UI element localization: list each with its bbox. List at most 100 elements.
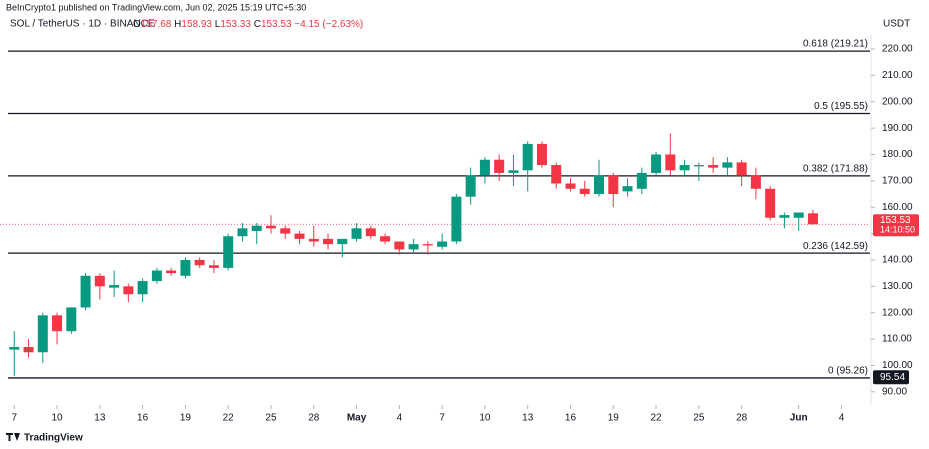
candle <box>422 241 433 255</box>
y-tick-label: 170.00 <box>882 175 913 186</box>
candle-body <box>451 196 462 242</box>
candle-body <box>479 159 490 176</box>
candle <box>380 233 391 245</box>
candle-body <box>294 233 305 239</box>
x-tick-label: 28 <box>736 413 748 424</box>
candle-body <box>708 165 719 168</box>
candle-body <box>280 228 291 234</box>
candle-body <box>579 188 590 195</box>
candle-body <box>265 225 276 229</box>
candle-body <box>394 241 405 250</box>
candle <box>807 210 818 225</box>
level-label: 0.236 (142.59) <box>803 241 868 252</box>
candle-body <box>665 154 676 171</box>
candle-body <box>494 159 505 173</box>
candle <box>594 159 605 197</box>
low-marker-badge <box>873 370 909 385</box>
legend-item: O <box>133 19 141 30</box>
candle <box>365 225 376 239</box>
published-note: BeInCrypto1 published on TradingView.com… <box>6 2 306 12</box>
candle-body <box>750 175 761 189</box>
candle <box>180 257 191 279</box>
candle <box>52 312 63 345</box>
candle <box>351 223 362 242</box>
candle-body <box>151 270 162 282</box>
legend-item: 153.33 <box>220 19 251 30</box>
candle <box>722 157 733 176</box>
candle-body <box>37 315 48 353</box>
candle-body <box>9 346 20 350</box>
candle-body <box>422 244 433 246</box>
candle-body <box>323 238 334 245</box>
candle <box>308 225 319 247</box>
x-tick-label: May <box>347 413 367 424</box>
x-tick-label: 7 <box>11 413 17 424</box>
x-tick-label: 25 <box>693 413 705 424</box>
brand: TradingView <box>24 433 83 444</box>
candle <box>451 194 462 245</box>
candle <box>765 186 776 221</box>
x-tick-label: 10 <box>51 413 63 424</box>
candle <box>565 178 576 192</box>
candle <box>9 331 20 376</box>
x-tick-label: 22 <box>651 413 663 424</box>
x-tick-label: 16 <box>137 413 149 424</box>
candle-body <box>465 175 476 197</box>
y-tick-label: 200.00 <box>882 96 913 107</box>
candle-body <box>109 285 120 288</box>
x-tick-label: 4 <box>397 413 403 424</box>
candle <box>37 312 48 363</box>
x-tick-label: 7 <box>439 413 445 424</box>
legend-item: C <box>254 19 261 30</box>
y-tick-label: 130.00 <box>882 281 913 292</box>
legend-item: −4.15 <box>294 19 320 30</box>
candle <box>494 154 505 181</box>
candle <box>208 259 219 274</box>
y-tick-label: 210.00 <box>882 70 913 81</box>
candle-body <box>237 228 248 237</box>
candle-body <box>437 241 448 247</box>
candle-body <box>807 213 818 225</box>
candle-body <box>208 265 219 268</box>
candle-body <box>679 165 690 171</box>
y-tick-label: 100.00 <box>882 360 913 371</box>
candle <box>251 223 262 245</box>
y-tick-label: 220.00 <box>882 44 913 55</box>
y-tick-label: 140.00 <box>882 255 913 266</box>
candle <box>608 172 619 208</box>
candle <box>323 233 334 250</box>
candle-body <box>52 315 63 332</box>
candle-body <box>80 275 91 308</box>
candle <box>166 267 177 276</box>
candle-body <box>180 259 191 276</box>
level-label: 0.5 (195.55) <box>814 101 868 112</box>
legend-item: (−2.63%) <box>322 19 363 30</box>
candle <box>280 225 291 239</box>
candle-body <box>94 275 105 287</box>
y-tick-label: 160.00 <box>882 202 913 213</box>
candle <box>123 283 134 303</box>
y-tick-label: 120.00 <box>882 307 913 318</box>
candle-body <box>693 165 704 167</box>
legend-item: L <box>215 19 221 30</box>
chart-title: SOL / TetherUS · 1D · BINANCE <box>10 19 155 30</box>
candle-body <box>23 346 34 353</box>
level-label: 0 (95.26) <box>828 366 868 377</box>
candle <box>66 307 77 334</box>
ohlc-legend: O157.68 H158.93 L153.33 C153.53 −4.15 (−… <box>133 19 363 30</box>
candle-body <box>594 175 605 195</box>
candle <box>237 223 248 242</box>
candle-body <box>636 172 647 189</box>
candle-body <box>251 225 262 231</box>
candle-body <box>137 281 148 295</box>
x-tick-label: 25 <box>265 413 277 424</box>
candle-body <box>522 143 533 171</box>
candle-body <box>765 188 776 218</box>
candle <box>408 238 419 253</box>
legend-item: 157.68 <box>141 19 172 30</box>
candle <box>750 167 761 200</box>
candle-body <box>651 154 662 173</box>
candle-body <box>736 162 747 176</box>
candle-body <box>365 228 376 237</box>
